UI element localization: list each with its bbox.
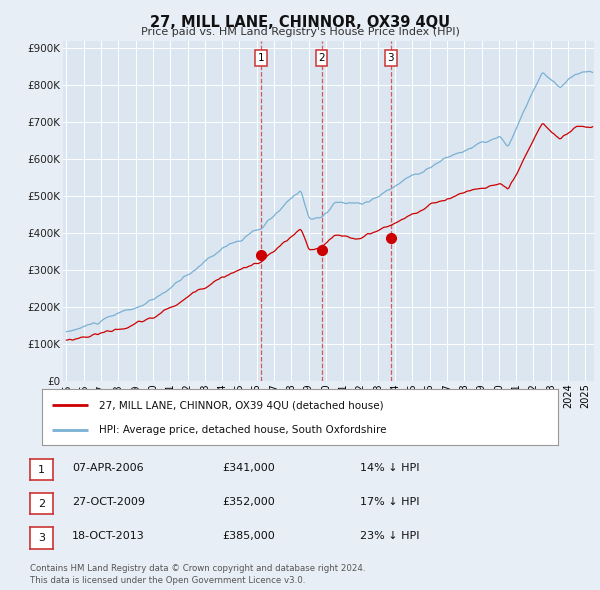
Text: £385,000: £385,000 <box>222 532 275 541</box>
Text: 27-OCT-2009: 27-OCT-2009 <box>72 497 145 507</box>
Text: Price paid vs. HM Land Registry's House Price Index (HPI): Price paid vs. HM Land Registry's House … <box>140 27 460 37</box>
Text: 27, MILL LANE, CHINNOR, OX39 4QU: 27, MILL LANE, CHINNOR, OX39 4QU <box>150 15 450 30</box>
Text: 2: 2 <box>318 53 325 63</box>
Text: 27, MILL LANE, CHINNOR, OX39 4QU (detached house): 27, MILL LANE, CHINNOR, OX39 4QU (detach… <box>99 400 383 410</box>
Text: 1: 1 <box>258 53 265 63</box>
Text: 17% ↓ HPI: 17% ↓ HPI <box>360 497 419 507</box>
Text: HPI: Average price, detached house, South Oxfordshire: HPI: Average price, detached house, Sout… <box>99 425 386 435</box>
Text: 1: 1 <box>38 465 45 474</box>
Text: 2: 2 <box>38 499 45 509</box>
Text: 18-OCT-2013: 18-OCT-2013 <box>72 532 145 541</box>
Text: £352,000: £352,000 <box>222 497 275 507</box>
Text: £341,000: £341,000 <box>222 463 275 473</box>
Text: 3: 3 <box>388 53 394 63</box>
Text: 07-APR-2006: 07-APR-2006 <box>72 463 143 473</box>
Text: Contains HM Land Registry data © Crown copyright and database right 2024.
This d: Contains HM Land Registry data © Crown c… <box>30 565 365 585</box>
Text: 3: 3 <box>38 533 45 543</box>
Text: 23% ↓ HPI: 23% ↓ HPI <box>360 532 419 541</box>
Text: 14% ↓ HPI: 14% ↓ HPI <box>360 463 419 473</box>
